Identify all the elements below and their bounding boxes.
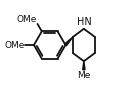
Polygon shape	[83, 61, 85, 70]
Text: HN: HN	[77, 17, 91, 27]
Polygon shape	[64, 37, 73, 46]
Text: Me: Me	[77, 71, 91, 80]
Text: OMe: OMe	[5, 40, 25, 50]
Text: OMe: OMe	[17, 14, 37, 23]
